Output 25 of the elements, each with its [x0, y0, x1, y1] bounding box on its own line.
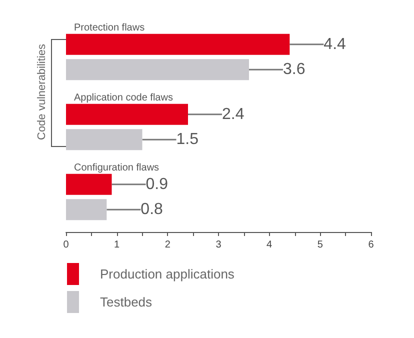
bar [66, 34, 290, 55]
data-label: 3.6 [283, 61, 306, 78]
x-tick-label: 4 [266, 240, 273, 250]
bar [66, 129, 142, 150]
legend-label: Production applications [100, 266, 235, 282]
bar [66, 59, 249, 80]
y-tick-label: Application code flaws [74, 92, 173, 104]
data-label: 4.4 [324, 36, 346, 53]
bar [66, 199, 107, 220]
x-tick-label: 6 [368, 240, 374, 250]
text: Code vulnerabilities [36, 44, 48, 140]
y-tick-label: Protection flaws [74, 22, 145, 34]
x-tick-label: 5 [317, 240, 324, 250]
data-label: 1.5 [176, 131, 199, 148]
y-tick-label: Configuration flaws [74, 162, 160, 174]
x-tick-label: 1 [114, 240, 120, 250]
x-tick-label: 2 [164, 240, 171, 250]
bar [66, 174, 112, 195]
bar [66, 104, 188, 125]
data-label: 2.4 [222, 106, 244, 123]
legend-label: Testbeds [100, 294, 153, 310]
x-tick-label: 0 [63, 240, 70, 250]
data-label: 0.9 [146, 176, 168, 193]
x-tick-label: 3 [216, 240, 222, 250]
data-label: 0.8 [140, 201, 164, 218]
